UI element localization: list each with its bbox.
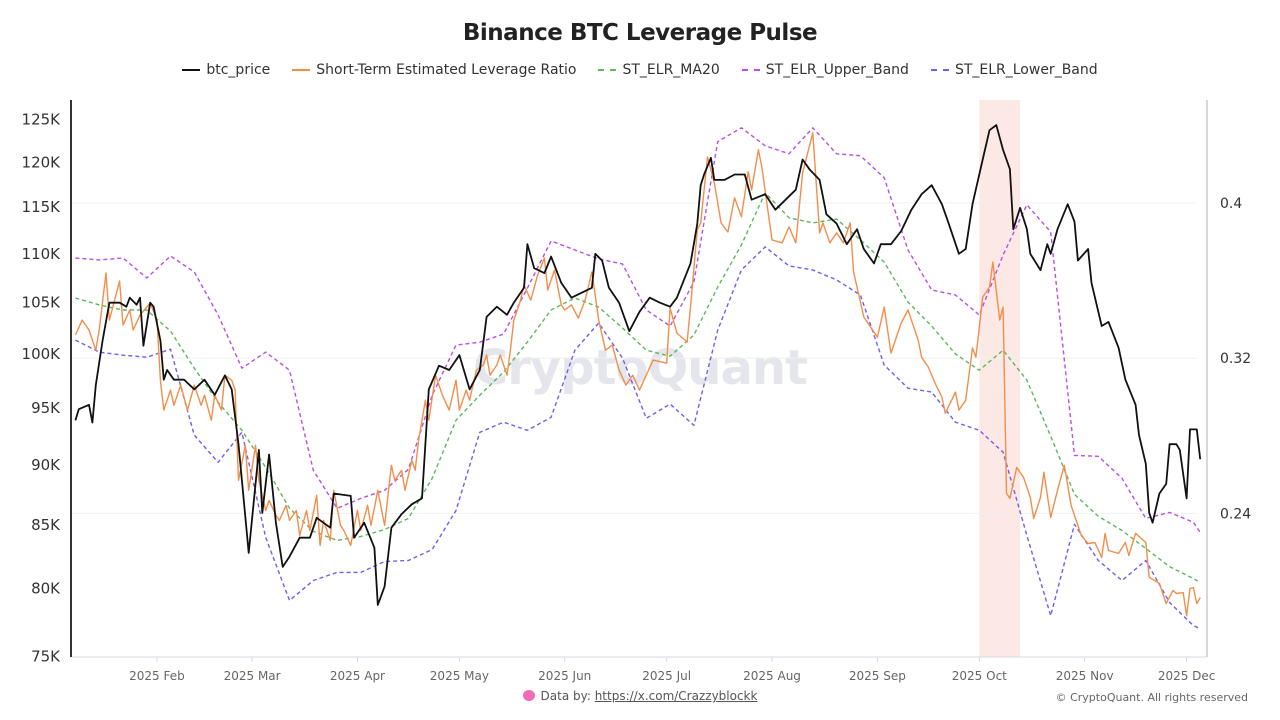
- legend-item-upper-band[interactable]: ST_ELR_Upper_Band: [741, 62, 909, 78]
- y-left-tick-label: 105K: [22, 294, 62, 312]
- legend-item-lower-band[interactable]: ST_ELR_Lower_Band: [930, 62, 1098, 78]
- y-left-tick-label: 115K: [22, 198, 62, 216]
- legend-label: ST_ELR_Upper_Band: [765, 62, 909, 78]
- legend-item-ma20[interactable]: ST_ELR_MA20: [598, 62, 720, 78]
- legend-swatch: [741, 69, 760, 71]
- series-line-st-elr-ma20: [75, 192, 1201, 584]
- y-left-tick-label: 80K: [31, 580, 61, 598]
- y-left-tick-label: 90K: [31, 456, 61, 474]
- x-tick-label: 2025 Aug: [743, 669, 801, 683]
- x-tick-label: 2025 Feb: [129, 669, 185, 683]
- copyright: © CryptoQuant. All rights reserved: [1055, 691, 1248, 704]
- y-left-tick-label: 110K: [22, 245, 62, 263]
- x-tick-label: 2025 Dec: [1158, 669, 1216, 683]
- y-left-tick-label: 95K: [31, 399, 61, 417]
- series-line-st-elr-upper-band: [75, 127, 1201, 533]
- y-left-tick-label: 120K: [22, 153, 62, 171]
- x-tick-label: 2025 Oct: [952, 669, 1007, 683]
- legend-swatch: [292, 69, 311, 71]
- series-line-btc-price: [74, 124, 1202, 606]
- y-left-tick-label: 85K: [31, 516, 61, 534]
- legend: btc_price Short-Term Estimated Leverage …: [0, 62, 1280, 78]
- x-tick-label: 2025 Nov: [1056, 669, 1114, 683]
- series-line-st-elr-lower-band: [75, 246, 1201, 630]
- legend-label: btc_price: [206, 62, 271, 78]
- y-right-tick-label: 0.32: [1220, 351, 1251, 367]
- legend-label: ST_ELR_Lower_Band: [954, 62, 1098, 78]
- y-left-tick-label: 75K: [31, 648, 61, 666]
- x-tick-label: 2025 Mar: [224, 669, 281, 683]
- legend-label: Short-Term Estimated Leverage Ratio: [316, 62, 577, 78]
- chart-title: Binance BTC Leverage Pulse: [462, 20, 818, 46]
- data-source-link[interactable]: https://x.com/Crazzyblockk: [594, 689, 758, 703]
- legend-swatch: [182, 69, 201, 71]
- x-tick-label: 2025 Jun: [538, 669, 591, 683]
- y-left-tick-label: 100K: [22, 345, 62, 363]
- y-left-tick-label: 125K: [22, 110, 62, 128]
- x-tick-label: 2025 Jul: [642, 669, 691, 683]
- data-source: Data by: https://x.com/Crazzyblockk: [0, 689, 1280, 703]
- legend-swatch: [598, 69, 617, 71]
- x-tick-label: 2025 Sep: [849, 669, 906, 683]
- y-right-tick-label: 0.24: [1220, 506, 1251, 522]
- x-tick-label: 2025 May: [430, 669, 489, 683]
- brain-icon: [522, 690, 535, 701]
- legend-item-btc-price[interactable]: btc_price: [182, 62, 270, 78]
- x-tick-label: 2025 Apr: [330, 669, 385, 683]
- highlight-band: [979, 100, 1021, 657]
- legend-swatch: [930, 69, 949, 71]
- y-right-tick-label: 0.4: [1220, 196, 1242, 212]
- data-by-label: Data by:: [540, 689, 591, 703]
- legend-label: ST_ELR_MA20: [622, 62, 720, 78]
- legend-item-elr[interactable]: Short-Term Estimated Leverage Ratio: [292, 62, 576, 78]
- series-line-short-term-estimated-leverage-ratio: [74, 132, 1201, 617]
